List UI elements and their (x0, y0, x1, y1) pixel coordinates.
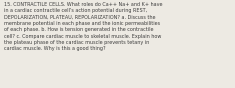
Text: 15. CONTRACTILE CELLS. What roles do Ca++ Na+ and K+ have
in a cardiac contracti: 15. CONTRACTILE CELLS. What roles do Ca+… (4, 2, 163, 51)
